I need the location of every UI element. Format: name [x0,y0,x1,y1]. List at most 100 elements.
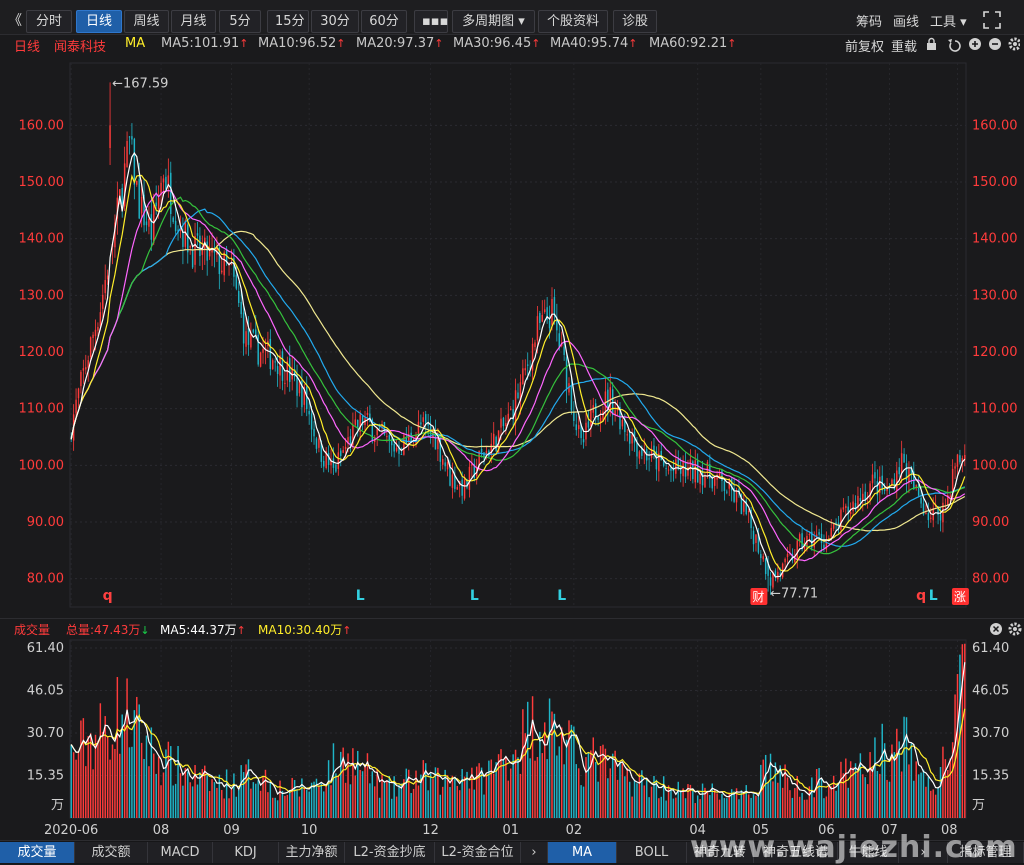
volume-bar [245,764,247,818]
indicator-tab-5[interactable]: L2-资金抄底 [345,842,435,863]
indicator-tab-7[interactable]: › [521,842,548,863]
indicator-tab-1[interactable]: 成交额 [75,842,148,863]
volume-bar [922,769,925,818]
volume-bar [502,760,505,818]
reload-button[interactable]: 重载 [891,40,918,55]
kline-chart[interactable]: 160.00 160.00 150.00 150.00 140.00 140.00 130.… [0,0,1024,840]
stock-name[interactable]: 闻泰科技 [54,40,107,55]
candle-body [747,510,750,513]
volume-bar [422,760,425,818]
volume-bar [609,768,611,818]
volume-bar [845,758,847,818]
period-button-4[interactable]: 5分 [219,10,261,33]
candle-body [223,252,225,276]
indicator-tab-12[interactable]: 牛熊线 [838,842,899,863]
volume-bar [643,785,645,818]
zoom-out-icon[interactable] [989,38,1001,50]
candle-body [298,381,301,394]
volume-legend-bar: 成交量 总量:47.43万↓ MA5:44.37万↑ MA10:30.40万↑ [0,618,1024,639]
indicator-name[interactable]: MA [125,36,146,51]
indicator-tab-4[interactable]: 主力净额 [279,842,345,863]
indicator-tab-3[interactable]: KDJ [213,842,279,863]
volume-bar [517,757,519,818]
candle-body [896,470,898,492]
close-icon[interactable] [990,623,1002,635]
indicator-tab-10[interactable]: 神奇九转 [687,842,754,863]
volume-total-arrow: ↓ [140,624,150,637]
indicator-tab-9[interactable]: BOLL [617,842,687,863]
period-button-10[interactable]: 个股资料 [538,10,608,33]
indicator-tab-0[interactable]: 成交量 [0,842,75,863]
volume-bar [381,774,383,818]
volume-bar [677,781,679,818]
volume-bar [72,752,75,818]
period-button-7[interactable]: 60分 [361,10,407,33]
indicator-tab-2[interactable]: MACD [148,842,213,863]
indicator-tab-6[interactable]: L2-资金合位 [435,842,521,863]
period-button-6[interactable]: 30分 [311,10,359,33]
volume-bar [881,723,883,818]
zoom-in-icon[interactable] [969,38,981,50]
volume-bar [495,762,497,818]
volume-bar [228,798,230,818]
volume-bar [155,773,157,818]
period-button-5[interactable]: 15分 [267,10,309,33]
volume-bar [842,773,845,818]
volume-bar [213,782,216,818]
period-button-0[interactable]: 分时 [26,10,72,33]
candle-body [276,366,279,375]
candle-body [439,437,442,462]
volume-bar [456,785,459,818]
fullscreen-icon[interactable] [983,11,1001,29]
candle-body [182,231,184,247]
volume-bar [223,798,225,818]
period-button-8[interactable]: ▪▪▪ [414,10,448,33]
volume-ma5-line [70,662,966,798]
indicator-tab-11[interactable]: 神奇五线谱 [754,842,838,863]
volume-bar [306,789,308,818]
candle-body [157,197,160,210]
volume-bar [395,796,398,818]
ma30-label: MA30:96.45 [453,36,532,51]
forward-adjust-button[interactable]: 前复权 [845,40,885,55]
candle-body [628,432,631,444]
indicator-tab-8[interactable]: MA [548,842,617,863]
candle-body [772,572,774,588]
candle-body [451,474,454,488]
period-button-3[interactable]: 月线 [171,10,216,33]
volume-indicator-name[interactable]: 成交量 [14,623,51,637]
candle-body [361,416,364,426]
period-button-2[interactable]: 周线 [124,10,169,33]
period-button-9[interactable]: 多周期图 ▾ [452,10,535,33]
volume-bar [252,782,255,818]
chips-tool-button[interactable]: 筹码 [856,15,883,30]
signal-badge-bg [750,588,768,605]
volume-bar [774,762,777,818]
candle-body [255,329,257,335]
candle-body [621,419,624,427]
candle-body [446,461,449,470]
candle-body [823,544,825,548]
settings-icon[interactable] [1008,622,1022,636]
indicator-tab-13[interactable]: › [899,842,948,863]
tools-menu-button[interactable]: 工具 ▾ [930,15,967,30]
volume-bar [449,787,451,818]
candle-body [221,270,223,273]
volume-bar [764,754,767,818]
volume-bar [789,790,791,818]
candle-body [573,412,575,422]
period-button-1[interactable]: 日线 [76,10,122,33]
candle-body [949,495,951,497]
draw-line-tool-button[interactable]: 画线 [893,15,920,30]
collapse-icon[interactable]: 《 [8,13,22,29]
candle-body [903,453,905,463]
period-button-11[interactable]: 诊股 [613,10,657,33]
lock-icon[interactable] [927,37,936,51]
indicator-tab-14[interactable]: 指标管理 [948,842,1024,863]
volume-bar [398,784,400,818]
candle-body [900,453,903,473]
ma60-value: MA60:92.21↑ [649,36,736,51]
undo-icon[interactable] [948,39,961,52]
volume-bar [230,788,233,818]
settings-icon[interactable] [1008,37,1020,51]
